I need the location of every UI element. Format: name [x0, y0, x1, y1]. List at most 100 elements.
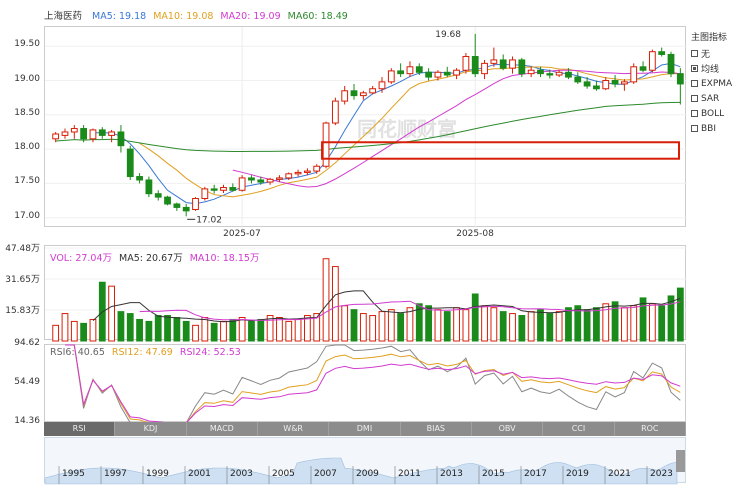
volume-bar[interactable]: [574, 305, 582, 342]
volume-bar[interactable]: [555, 311, 563, 342]
volume-bar[interactable]: [257, 318, 265, 342]
volume-bar[interactable]: [425, 305, 432, 342]
volume-bar[interactable]: [434, 309, 442, 342]
candle[interactable]: [294, 169, 302, 177]
tab-dmi[interactable]: DMI: [329, 422, 401, 436]
tab-obv[interactable]: OBV: [472, 422, 544, 436]
history-navigator[interactable]: 1995 1997 1999 2001 2003 2005 2007 2009 2011 2013…: [44, 437, 686, 485]
volume-bar[interactable]: [70, 320, 78, 342]
candle[interactable]: [341, 85, 349, 105]
candle[interactable]: [52, 131, 60, 143]
volume-bar[interactable]: [621, 307, 628, 342]
volume-bar[interactable]: [397, 313, 405, 342]
volume-bar[interactable]: [490, 307, 498, 342]
volume-bar[interactable]: [611, 301, 619, 342]
candle[interactable]: [574, 72, 582, 84]
candle[interactable]: [257, 176, 265, 185]
volume-bar[interactable]: [565, 307, 572, 342]
tab-bias[interactable]: BIAS: [401, 422, 472, 436]
volume-bar[interactable]: [462, 309, 470, 342]
indicator-option[interactable]: 均线: [691, 61, 732, 76]
indicator-checkbox[interactable]: [691, 65, 698, 72]
candle[interactable]: [555, 70, 563, 78]
candle[interactable]: [331, 97, 339, 126]
candle[interactable]: [220, 184, 227, 194]
candle[interactable]: [397, 63, 405, 78]
rsi-chart[interactable]: [45, 344, 687, 424]
candle[interactable]: [173, 202, 181, 211]
candle[interactable]: [658, 47, 666, 57]
candle[interactable]: [182, 203, 190, 217]
candle[interactable]: [266, 177, 274, 185]
volume-bar[interactable]: [108, 285, 115, 342]
candle[interactable]: [350, 83, 358, 100]
indicator-checkbox[interactable]: [691, 125, 698, 132]
volume-bar[interactable]: [443, 311, 451, 342]
candle[interactable]: [359, 90, 367, 100]
tab-macd[interactable]: MACD: [187, 422, 258, 436]
volume-bar[interactable]: [136, 318, 143, 342]
candle[interactable]: [108, 129, 115, 143]
volume-bar[interactable]: [369, 315, 377, 342]
volume-bar[interactable]: [471, 293, 479, 342]
candle[interactable]: [238, 175, 246, 192]
candle[interactable]: [527, 66, 535, 78]
volume-chart[interactable]: [45, 246, 687, 342]
candle[interactable]: [425, 68, 432, 81]
volume-bar[interactable]: [378, 311, 386, 342]
candle[interactable]: [415, 63, 423, 76]
candle[interactable]: [313, 164, 321, 174]
volume-bar[interactable]: [518, 315, 526, 342]
volume-bar[interactable]: [453, 307, 460, 342]
volume-bar[interactable]: [630, 305, 638, 342]
candle[interactable]: [639, 61, 647, 73]
candle[interactable]: [481, 59, 488, 80]
volume-bar[interactable]: [583, 309, 591, 342]
indicator-option[interactable]: EXPMA: [691, 76, 732, 91]
candle[interactable]: [248, 175, 255, 184]
volume-bar[interactable]: [182, 320, 190, 342]
volume-bar[interactable]: [126, 313, 134, 342]
candle[interactable]: [378, 77, 386, 93]
volume-bar[interactable]: [52, 324, 60, 342]
candle[interactable]: [285, 172, 293, 180]
volume-bar[interactable]: [331, 266, 339, 342]
volume-bar[interactable]: [89, 318, 97, 342]
volume-bar[interactable]: [201, 316, 209, 342]
volume-bar[interactable]: [145, 320, 153, 342]
volume-bar[interactable]: [341, 305, 349, 342]
volume-bar[interactable]: [61, 313, 69, 342]
tab-wr[interactable]: W&R: [258, 422, 330, 436]
candle[interactable]: [117, 125, 125, 153]
indicator-checkbox[interactable]: [691, 110, 698, 117]
volume-bar[interactable]: [220, 320, 227, 342]
volume-bar[interactable]: [276, 316, 283, 342]
volume-bar[interactable]: [350, 309, 358, 342]
indicator-option[interactable]: BBI: [691, 121, 732, 136]
candle[interactable]: [583, 77, 591, 89]
candle[interactable]: [369, 85, 377, 95]
candle[interactable]: [304, 168, 311, 176]
candle[interactable]: [593, 80, 600, 91]
volume-bar[interactable]: [602, 303, 610, 342]
candle[interactable]: [322, 121, 330, 169]
volume-bar[interactable]: [648, 303, 656, 342]
volume-bar[interactable]: [248, 320, 255, 342]
candle[interactable]: [462, 53, 470, 74]
candle[interactable]: [611, 75, 619, 88]
candle[interactable]: [154, 190, 162, 201]
candle[interactable]: [490, 47, 498, 67]
candle[interactable]: [648, 49, 656, 73]
volume-bar[interactable]: [322, 258, 330, 342]
volume-bar[interactable]: [154, 315, 162, 342]
volume-bar[interactable]: [285, 320, 293, 342]
volume-bar[interactable]: [294, 318, 302, 342]
tab-kdj[interactable]: KDJ: [115, 422, 187, 436]
indicator-checkbox[interactable]: [691, 95, 698, 102]
volume-bar[interactable]: [658, 305, 666, 342]
candle[interactable]: [667, 51, 675, 78]
volume-bar[interactable]: [509, 313, 516, 342]
volume-bar[interactable]: [117, 311, 125, 342]
candle[interactable]: [70, 125, 78, 139]
candle[interactable]: [509, 56, 516, 74]
